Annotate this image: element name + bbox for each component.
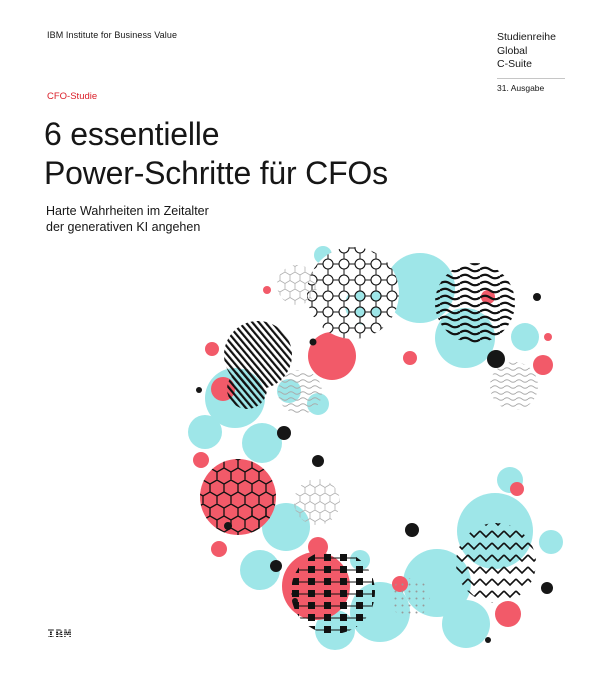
series-block: Studienreihe Global C-Suite 31. Ausgabe [497,31,565,93]
series-line-2: Global [497,44,528,57]
ibm-logo: IBM [47,627,72,642]
issue-number: 31. Ausgabe [497,82,545,93]
brand-line: IBM Institute for Business Value [47,30,178,40]
subtitle-line-2: der generativen KI angehen [46,220,201,234]
page-title: 6 essentielle Power-Schritte für CFOs [44,115,388,193]
series-line-3: C-Suite [497,58,533,70]
black-dots [196,293,553,643]
pattern-clusters [200,247,538,634]
title-line-1: 6 essentielle [44,116,220,152]
subtitle-line-1: Harte Wahrheiten im Zeitalter [46,204,209,218]
series-divider [497,77,565,79]
subtitle: Harte Wahrheiten im Zeitalter der genera… [46,203,209,235]
study-label: CFO-Studie [47,91,98,102]
title-line-2: Power-Schritte für CFOs [44,155,388,191]
series-line-1: Studienreihe [497,31,556,43]
